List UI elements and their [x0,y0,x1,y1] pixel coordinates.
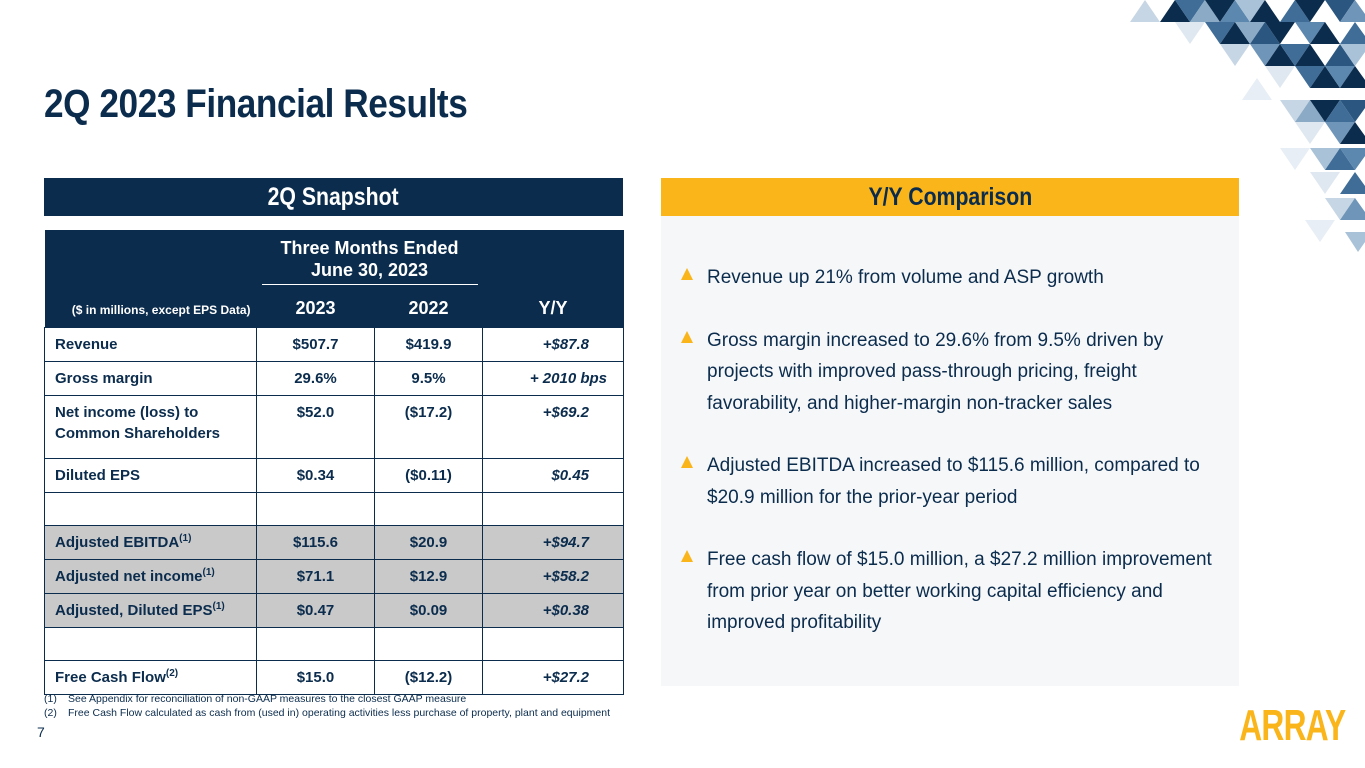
value-2022: 9.5% [373,361,484,396]
row-label-line-1: Net income (loss) to [55,404,199,421]
row-label: Net income (loss) to Common Shareholders [44,395,257,459]
value-2023: $0.34 [256,458,375,493]
table-row: Net income (loss) to Common Shareholders… [44,395,625,459]
period-header: Three Months Ended June 30, 2023 [256,230,483,289]
list-item: Adjusted EBITDA increased to $115.6 mill… [681,450,1221,513]
bullet-text: Revenue up 21% from volume and ASP growt… [707,267,1104,288]
period-line-1: Three Months Ended [280,238,459,258]
value-2022: ($17.2) [373,395,484,459]
footnote-2: (2) Free Cash Flow calculated as cash fro… [44,707,610,719]
financial-snapshot-table: Three Months Ended June 30, 2023 ($ in m… [44,230,625,695]
row-label: Diluted EPS [44,458,257,493]
value-2023: $0.47 [256,593,375,628]
row-label-text: Adjusted, Diluted EPS [55,602,213,619]
empty-cell [44,492,257,526]
triangle-bullet-icon [681,550,693,562]
row-label: Revenue [44,327,257,362]
page-number: 7 [37,724,45,740]
column-2023: 2023 [256,289,375,328]
column-2022: 2022 [374,289,483,328]
row-label-text: Adjusted EBITDA [55,534,180,551]
footnote-text: See Appendix for reconciliation of non-G… [68,693,467,705]
footnote-ref: (1) [202,567,215,578]
value-2022: ($12.2) [373,660,484,695]
table-row: Adjusted net income(1) $71.1 $12.9 +$58.… [44,559,625,594]
value-yy: +$69.2 [482,395,625,459]
value-yy: +$94.7 [482,525,625,560]
footnote-number: (1) [44,693,57,705]
period-line-2: June 30, 2023 [310,260,429,280]
value-yy: +$58.2 [482,559,625,594]
footnote-text: Free Cash Flow calculated as cash from (… [68,707,610,719]
comparison-panel: Y/Y Comparison Revenue up 21% from volum… [661,178,1239,686]
table-row: Diluted EPS $0.34 ($0.11) $0.45 [44,458,625,493]
value-yy: $0.45 [482,458,625,493]
table-row: Free Cash Flow(2) $15.0 ($12.2) +$27.2 [44,660,625,695]
triangle-bullet-icon [681,268,693,280]
list-item: Gross margin increased to 29.6% from 9.5… [681,325,1221,420]
value-2022: $419.9 [373,327,484,362]
bullet-text: Free cash flow of $15.0 million, a $27.2… [707,549,1212,633]
page-title: 2Q 2023 Financial Results [44,82,468,126]
row-label-text: Adjusted net income [55,568,203,585]
footnote-ref: (1) [179,533,192,544]
bullet-text: Gross margin increased to 29.6% from 9.5… [707,329,1164,414]
value-2022: $12.9 [373,559,484,594]
footnote-ref: (1) [212,601,225,612]
value-2023: $52.0 [256,395,375,459]
value-yy: + 2010 bps [482,361,625,396]
empty-cell [373,627,484,661]
list-item: Free cash flow of $15.0 million, a $27.2… [681,544,1221,639]
value-2022: $20.9 [373,525,484,560]
triangle-bullet-icon [681,330,693,343]
empty-cell [482,627,625,661]
list-item: Revenue up 21% from volume and ASP growt… [681,262,1221,294]
value-2022: $0.09 [373,593,484,628]
footnote-1: (1) See Appendix for reconciliation of no… [44,693,466,705]
row-label-line-2: Common Shareholders [55,425,221,442]
column-yy: Y/Y [482,289,624,328]
comparison-bullets: Revenue up 21% from volume and ASP growt… [681,262,1221,670]
value-yy: +$87.8 [482,327,625,362]
value-2023: $115.6 [256,525,375,560]
table-row: Gross margin 29.6% 9.5% + 2010 bps [44,361,625,396]
row-label-text: Free Cash Flow [55,669,166,686]
snapshot-header-label: 2Q Snapshot [267,182,400,211]
period-header-text: Three Months Ended June 30, 2023 [261,237,478,285]
row-label: Adjusted, Diluted EPS(1) [44,593,257,628]
empty-cell [256,492,375,526]
triangle-mosaic-icon [1130,0,1365,252]
footnote-number: (2) [44,707,57,719]
value-2023: 29.6% [256,361,375,396]
units-note: ($ in millions, except EPS Data) [44,289,257,328]
spacer-row [44,492,625,526]
value-yy: +$0.38 [482,593,625,628]
table-header-blank [44,230,257,289]
empty-cell [373,492,484,526]
value-2023: $71.1 [256,559,375,594]
table-row: Adjusted EBITDA(1) $115.6 $20.9 +$94.7 [44,525,625,560]
value-yy: +$27.2 [482,660,625,695]
empty-cell [482,492,625,526]
table-header-blank [482,230,624,289]
value-2023: $507.7 [256,327,375,362]
table-row: Revenue $507.7 $419.9 +$87.8 [44,327,625,362]
array-logo: ARRAY [1238,701,1346,750]
value-2023: $15.0 [256,660,375,695]
row-label: Adjusted net income(1) [44,559,257,594]
triangle-bullet-icon [681,456,693,468]
row-label: Gross margin [44,361,257,396]
comparison-header-label: Y/Y Comparison [868,182,1032,211]
value-2022: ($0.11) [373,458,484,493]
spacer-row [44,627,625,661]
comparison-header: Y/Y Comparison [661,178,1239,216]
empty-cell [44,627,257,661]
row-label: Adjusted EBITDA(1) [44,525,257,560]
row-label: Free Cash Flow(2) [44,660,257,695]
empty-cell [256,627,375,661]
snapshot-header: 2Q Snapshot [44,178,623,216]
footnote-ref: (2) [165,668,179,679]
bullet-text: Adjusted EBITDA increased to $115.6 mill… [707,455,1200,508]
table-row: Adjusted, Diluted EPS(1) $0.47 $0.09 +$0… [44,593,625,628]
